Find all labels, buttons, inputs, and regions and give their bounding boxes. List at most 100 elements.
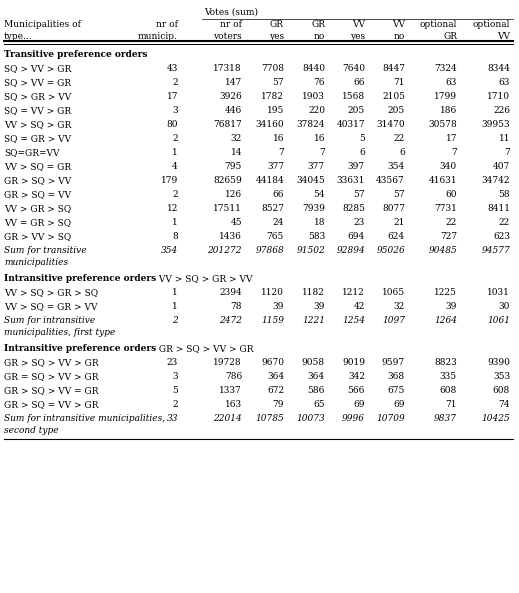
Text: GR > SQ = VV > GR: GR > SQ = VV > GR — [4, 400, 99, 409]
Text: 94577: 94577 — [481, 246, 510, 255]
Text: 5: 5 — [172, 386, 178, 395]
Text: 3: 3 — [172, 372, 178, 381]
Text: 1568: 1568 — [342, 92, 365, 101]
Text: 34742: 34742 — [482, 176, 510, 185]
Text: 1254: 1254 — [342, 316, 365, 325]
Text: 57: 57 — [272, 78, 284, 87]
Text: 10073: 10073 — [296, 414, 325, 423]
Text: 6: 6 — [359, 148, 365, 157]
Text: SQ > VV > GR: SQ > VV > GR — [4, 64, 71, 73]
Text: 91502: 91502 — [296, 246, 325, 255]
Text: 1: 1 — [172, 288, 178, 297]
Text: 82659: 82659 — [213, 176, 242, 185]
Text: 1337: 1337 — [219, 386, 242, 395]
Text: yes: yes — [350, 32, 365, 41]
Text: 10785: 10785 — [255, 414, 284, 423]
Text: 1782: 1782 — [261, 92, 284, 101]
Text: 8411: 8411 — [487, 204, 510, 213]
Text: 3926: 3926 — [219, 92, 242, 101]
Text: 397: 397 — [348, 162, 365, 171]
Text: 71: 71 — [445, 400, 457, 409]
Text: 727: 727 — [440, 232, 457, 241]
Text: 19728: 19728 — [213, 358, 242, 367]
Text: 1065: 1065 — [382, 288, 405, 297]
Text: 30578: 30578 — [428, 120, 457, 129]
Text: 30: 30 — [499, 302, 510, 311]
Text: 1799: 1799 — [434, 92, 457, 101]
Text: 205: 205 — [388, 106, 405, 115]
Text: 9996: 9996 — [342, 414, 365, 423]
Text: 23: 23 — [354, 218, 365, 227]
Text: 21: 21 — [393, 218, 405, 227]
Text: VV = GR > SQ: VV = GR > SQ — [4, 218, 71, 227]
Text: 353: 353 — [493, 372, 510, 381]
Text: 8527: 8527 — [261, 204, 284, 213]
Text: 80: 80 — [167, 120, 178, 129]
Text: 364: 364 — [308, 372, 325, 381]
Text: 7939: 7939 — [302, 204, 325, 213]
Text: 1212: 1212 — [342, 288, 365, 297]
Text: 624: 624 — [388, 232, 405, 241]
Text: 5: 5 — [359, 134, 365, 143]
Text: 765: 765 — [267, 232, 284, 241]
Text: 12: 12 — [167, 204, 178, 213]
Text: GR > VV > SQ: GR > VV > SQ — [4, 232, 71, 241]
Text: 354: 354 — [161, 246, 178, 255]
Text: SQ > GR > VV: SQ > GR > VV — [4, 92, 71, 101]
Text: 16: 16 — [313, 134, 325, 143]
Text: 186: 186 — [440, 106, 457, 115]
Text: 672: 672 — [267, 386, 284, 395]
Text: SQ = VV > GR: SQ = VV > GR — [4, 106, 71, 115]
Text: 34045: 34045 — [296, 176, 325, 185]
Text: 69: 69 — [353, 400, 365, 409]
Text: 41631: 41631 — [428, 176, 457, 185]
Text: 340: 340 — [440, 162, 457, 171]
Text: 16: 16 — [272, 134, 284, 143]
Text: 335: 335 — [440, 372, 457, 381]
Text: GR > SQ > VV > GR: GR > SQ > VV > GR — [4, 358, 99, 367]
Text: 226: 226 — [493, 106, 510, 115]
Text: 377: 377 — [308, 162, 325, 171]
Text: GR = SQ > VV > GR: GR = SQ > VV > GR — [4, 372, 99, 381]
Text: 9390: 9390 — [487, 358, 510, 367]
Text: 1710: 1710 — [487, 92, 510, 101]
Text: VV: VV — [352, 20, 365, 29]
Text: 1: 1 — [172, 218, 178, 227]
Text: 2472: 2472 — [219, 316, 242, 325]
Text: 10709: 10709 — [376, 414, 405, 423]
Text: 7: 7 — [319, 148, 325, 157]
Text: second type: second type — [4, 426, 59, 435]
Text: VV > GR > SQ: VV > GR > SQ — [4, 204, 71, 213]
Text: 566: 566 — [348, 386, 365, 395]
Text: SQ = GR > VV: SQ = GR > VV — [4, 134, 71, 143]
Text: type...: type... — [4, 32, 33, 41]
Text: municip.: municip. — [138, 32, 178, 41]
Text: 17: 17 — [167, 92, 178, 101]
Text: 1: 1 — [172, 148, 178, 157]
Text: 23: 23 — [167, 358, 178, 367]
Text: 33631: 33631 — [337, 176, 365, 185]
Text: 9837: 9837 — [434, 414, 457, 423]
Text: 32: 32 — [394, 302, 405, 311]
Text: Transitive preference orders: Transitive preference orders — [4, 50, 147, 59]
Text: 69: 69 — [393, 400, 405, 409]
Text: 76: 76 — [313, 78, 325, 87]
Text: 33: 33 — [167, 414, 178, 423]
Text: 342: 342 — [348, 372, 365, 381]
Text: 7708: 7708 — [261, 64, 284, 73]
Text: 608: 608 — [440, 386, 457, 395]
Text: 74: 74 — [499, 400, 510, 409]
Text: 44184: 44184 — [255, 176, 284, 185]
Text: 39953: 39953 — [482, 120, 510, 129]
Text: 368: 368 — [388, 372, 405, 381]
Text: 14: 14 — [230, 148, 242, 157]
Text: nr of: nr of — [220, 20, 242, 29]
Text: 22: 22 — [394, 134, 405, 143]
Text: GR: GR — [443, 32, 457, 41]
Text: 7: 7 — [504, 148, 510, 157]
Text: 97868: 97868 — [255, 246, 284, 255]
Text: 66: 66 — [272, 190, 284, 199]
Text: VV: VV — [392, 20, 405, 29]
Text: no: no — [393, 32, 405, 41]
Text: GR: GR — [311, 20, 325, 29]
